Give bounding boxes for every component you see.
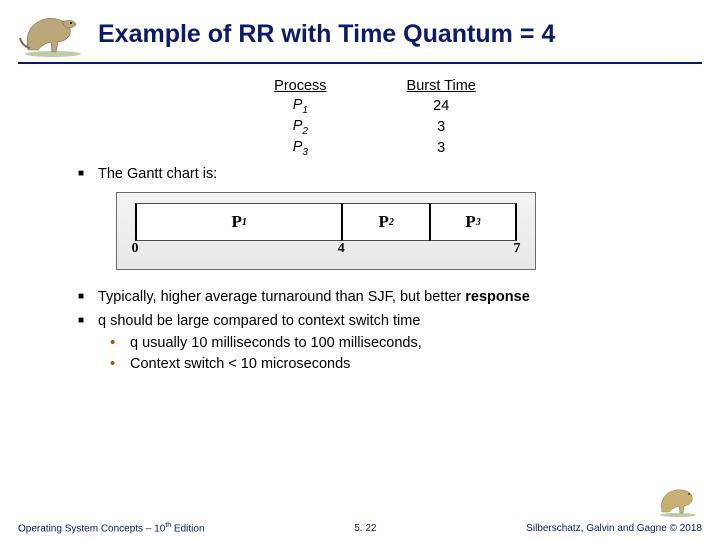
cell-burst: 3: [367, 138, 516, 159]
gantt-ticks: 0 4 7: [135, 241, 517, 255]
table-row: P3 3: [234, 138, 516, 159]
content-area: Process Burst Time P1 24 P2 3 P3 3 The G…: [18, 78, 702, 374]
dinosaur-icon: [18, 10, 88, 58]
sub-bullet-context: Context switch < 10 microseconds: [108, 354, 672, 374]
footer-left: Operating System Concepts – 10th Edition: [18, 522, 205, 534]
cell-process: P1: [234, 96, 366, 117]
cell-burst: 24: [367, 96, 516, 117]
col-process: Process: [234, 78, 366, 96]
slide-title: Example of RR with Time Quantum = 4: [98, 20, 555, 49]
sub-bullet-range: q usually 10 milliseconds to 100 millise…: [108, 333, 672, 353]
footer-page: 5. 22: [354, 523, 376, 534]
footer: Operating System Concepts – 10th Edition…: [0, 522, 720, 534]
bullet-quantum: q should be large compared to context sw…: [78, 312, 672, 374]
sub-list: q usually 10 milliseconds to 100 millise…: [98, 333, 672, 374]
bullet-gantt-intro: The Gantt chart is:: [78, 165, 672, 185]
table-row: P1 24: [234, 96, 516, 117]
gantt-segment: P1: [135, 203, 341, 241]
gantt-chart: P1 P2 P3 0 4 7: [116, 192, 536, 270]
footer-copyright: Silberschatz, Galvin and Gagne © 2018: [526, 523, 702, 534]
cell-burst: 3: [367, 117, 516, 138]
gantt-row: P1 P2 P3: [135, 203, 517, 241]
process-table: Process Burst Time P1 24 P2 3 P3 3: [234, 78, 516, 159]
bullet-list-1: The Gantt chart is:: [78, 165, 672, 185]
dinosaur-small-icon: [656, 484, 700, 518]
title-rule: [18, 62, 702, 64]
gantt-tick: 4: [338, 241, 345, 257]
table-row: P2 3: [234, 117, 516, 138]
gantt-segment: P3: [429, 203, 517, 241]
title-row: Example of RR with Time Quantum = 4: [18, 10, 702, 58]
bullet-list-2: Typically, higher average turnaround tha…: [78, 288, 672, 374]
cell-process: P3: [234, 138, 366, 159]
table-header-row: Process Burst Time: [234, 78, 516, 96]
gantt-tick: 7: [514, 241, 521, 257]
col-burst: Burst Time: [367, 78, 516, 96]
cell-process: P2: [234, 117, 366, 138]
slide: Example of RR with Time Quantum = 4 Proc…: [0, 0, 720, 540]
bullet-turnaround: Typically, higher average turnaround tha…: [78, 288, 672, 308]
gantt-segment: P2: [341, 203, 429, 241]
gantt-tick: 0: [132, 241, 139, 257]
